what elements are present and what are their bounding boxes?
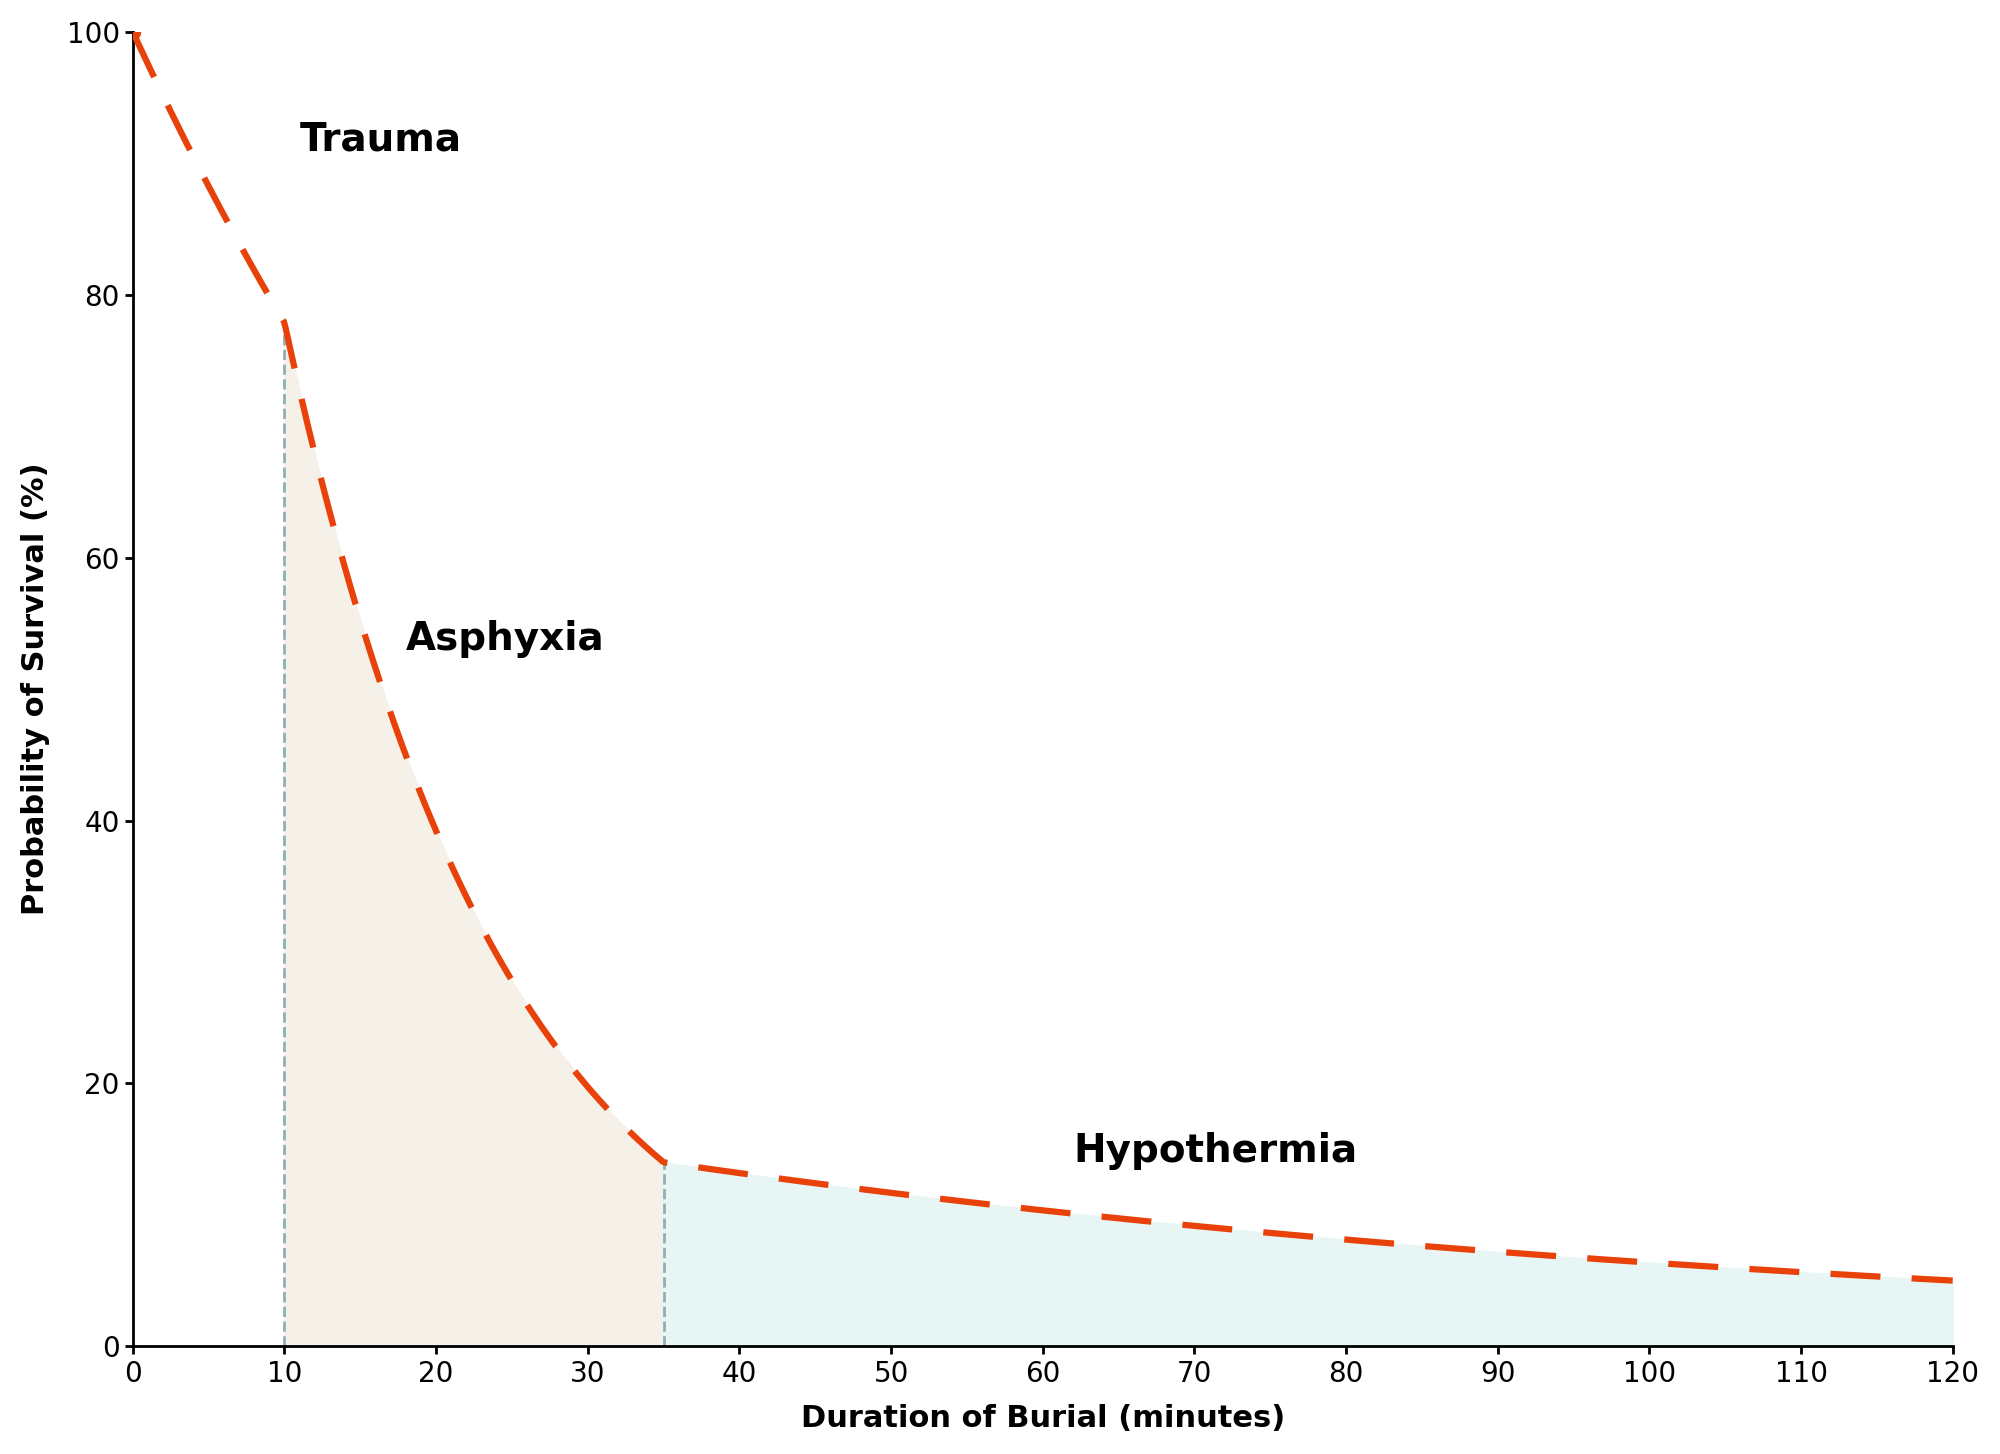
Text: Trauma: Trauma bbox=[300, 121, 462, 158]
X-axis label: Duration of Burial (minutes): Duration of Burial (minutes) bbox=[800, 1405, 1284, 1434]
Text: Asphyxia: Asphyxia bbox=[406, 619, 604, 657]
Text: Hypothermia: Hypothermia bbox=[1074, 1133, 1358, 1170]
Y-axis label: Probability of Survival (%): Probability of Survival (%) bbox=[20, 462, 50, 916]
